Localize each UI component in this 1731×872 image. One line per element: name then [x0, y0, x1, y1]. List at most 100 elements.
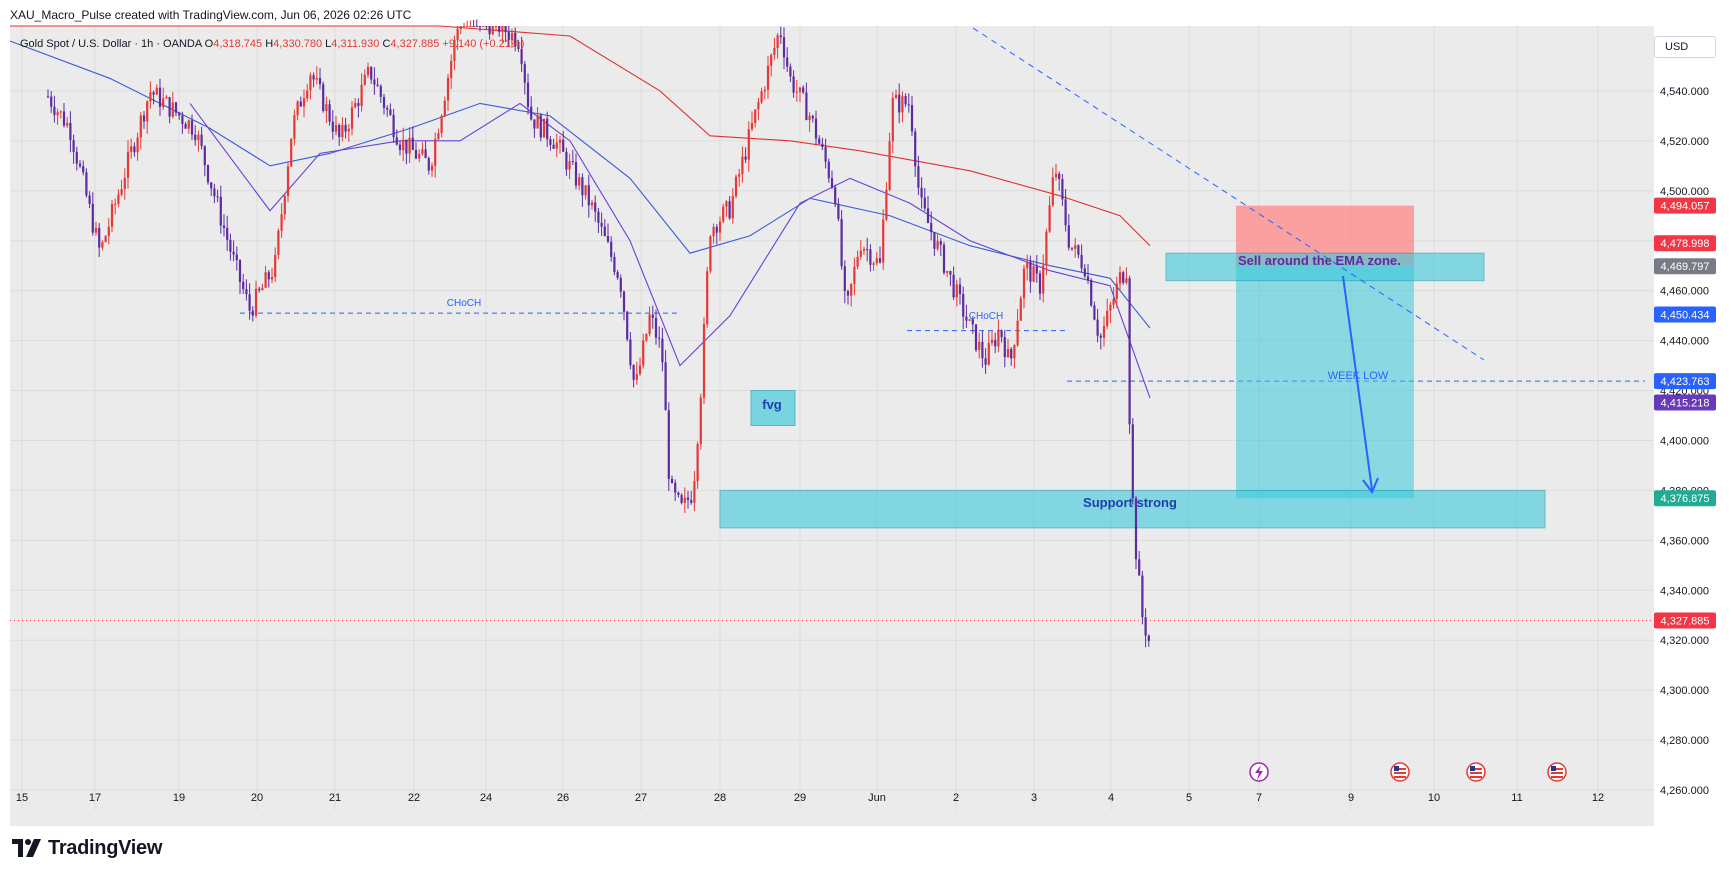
candle-body: [603, 226, 606, 237]
candles: [46, 19, 1150, 648]
candle-body: [1035, 266, 1038, 274]
candle-body: [888, 141, 891, 190]
flash-event-icon[interactable]: [1249, 762, 1269, 782]
y-tick-label: 4,540.000: [1660, 86, 1709, 98]
candle-body: [274, 254, 277, 278]
candle-body: [994, 339, 997, 347]
time-axis[interactable]: [10, 810, 1654, 826]
candle-body: [501, 26, 504, 32]
currency-button[interactable]: USD: [1654, 36, 1716, 58]
candle-body: [328, 104, 331, 122]
candle-body: [962, 293, 965, 317]
candle-body: [184, 123, 187, 129]
x-tick-label: 7: [1256, 792, 1262, 804]
ema-zone: [1165, 252, 1485, 282]
candle-body: [251, 310, 254, 316]
candle-body: [1134, 498, 1138, 560]
candle-body: [120, 189, 123, 195]
candle-body: [62, 111, 66, 126]
candle-body: [264, 272, 267, 288]
x-tick-label: 11: [1511, 792, 1522, 804]
candle-body: [795, 91, 798, 93]
y-tick-label: 4,400.000: [1660, 435, 1709, 447]
candle-body: [974, 324, 978, 350]
candle-body: [786, 57, 789, 67]
candle-body: [331, 121, 334, 132]
candle-body: [181, 115, 184, 124]
candle-body: [1045, 231, 1048, 266]
candle-body: [520, 48, 523, 65]
candle-body: [629, 339, 632, 366]
candle-body: [622, 291, 626, 312]
candle-body: [674, 482, 677, 493]
candle-body: [744, 156, 747, 160]
candle-body: [862, 249, 866, 251]
candle-body: [894, 94, 898, 99]
candle-body: [1090, 280, 1093, 306]
drawings: [972, 27, 1485, 494]
candle-body: [594, 202, 597, 212]
candle-body: [1029, 261, 1032, 282]
candle-body: [1074, 245, 1077, 249]
candle-body: [270, 277, 274, 280]
candle-body: [850, 283, 853, 296]
price-badge-text: 4,478.998: [1661, 238, 1710, 250]
candle-body: [478, 26, 482, 27]
y-tick-label: 4,520.000: [1660, 136, 1709, 148]
candle-body: [763, 89, 766, 92]
candle-body: [616, 272, 619, 278]
candle-body: [395, 137, 398, 145]
candle-body: [1051, 177, 1054, 206]
candle-body: [421, 149, 424, 154]
candle-body: [907, 104, 910, 106]
us-flag-event-icon[interactable]: [1466, 762, 1486, 782]
candle-body: [1109, 304, 1112, 311]
symbol-name[interactable]: Gold Spot / U.S. Dollar · 1h · OANDA: [20, 38, 202, 50]
candle-body: [437, 133, 440, 140]
candle-body: [133, 146, 136, 153]
candle-body: [898, 94, 901, 113]
candle-body: [558, 139, 562, 143]
candle-body: [315, 78, 318, 80]
candle-body: [824, 147, 827, 162]
x-tick-label: 10: [1428, 792, 1440, 804]
candle-body: [206, 165, 210, 183]
candle-body: [222, 225, 226, 228]
candle-body: [792, 76, 795, 93]
candle-body: [507, 32, 510, 41]
candle-body: [936, 241, 939, 249]
candle-body: [1026, 261, 1029, 269]
tradingview-logo[interactable]: TradingView: [12, 836, 162, 860]
candle-body: [398, 144, 402, 151]
candle-body: [75, 151, 78, 164]
x-tick-label: 26: [557, 792, 569, 804]
candle-body: [411, 137, 414, 150]
us-flag-event-icon[interactable]: [1390, 762, 1410, 782]
symbol-legend: Gold Spot / U.S. Dollar · 1h · OANDA O4,…: [20, 38, 524, 50]
candle-body: [571, 161, 574, 163]
candle-body: [690, 500, 693, 503]
candle-body: [498, 26, 501, 32]
fvg-label: fvg: [762, 397, 782, 412]
candle-body: [1042, 265, 1045, 294]
candle-body: [88, 195, 91, 204]
candle-body: [53, 106, 56, 116]
candle-body: [642, 340, 645, 366]
us-flag-event-icon[interactable]: [1547, 762, 1567, 782]
candle-body: [530, 106, 533, 120]
candle-body: [814, 118, 818, 139]
candle-body: [821, 143, 824, 148]
candle-body: [158, 87, 162, 108]
candle-body: [677, 492, 680, 495]
candle-body: [334, 125, 338, 132]
price-axis[interactable]: [1654, 26, 1721, 810]
price-badge-text: 4,327.885: [1661, 616, 1710, 628]
y-tick-label: 4,280.000: [1660, 735, 1709, 747]
candle-body: [130, 146, 133, 152]
x-tick-label: 24: [480, 792, 492, 804]
candle-body: [1102, 326, 1106, 338]
candle-body: [699, 397, 702, 445]
y-tick-label: 4,260.000: [1660, 785, 1709, 797]
candle-body: [50, 96, 53, 107]
